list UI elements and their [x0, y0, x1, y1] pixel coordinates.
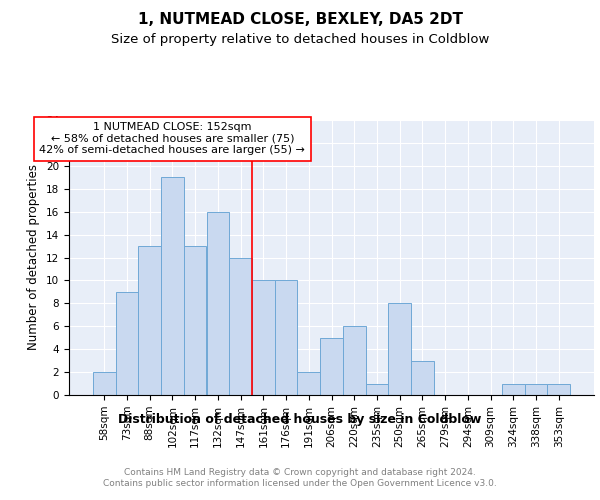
Bar — [116, 292, 139, 395]
Y-axis label: Number of detached properties: Number of detached properties — [28, 164, 40, 350]
Bar — [229, 258, 252, 395]
Bar — [388, 304, 411, 395]
Bar — [298, 372, 320, 395]
Bar — [320, 338, 343, 395]
Bar — [161, 178, 184, 395]
Bar — [93, 372, 116, 395]
Bar — [411, 360, 434, 395]
Bar — [343, 326, 365, 395]
Bar — [252, 280, 275, 395]
Bar — [184, 246, 206, 395]
Bar — [206, 212, 229, 395]
Text: 1, NUTMEAD CLOSE, BEXLEY, DA5 2DT: 1, NUTMEAD CLOSE, BEXLEY, DA5 2DT — [137, 12, 463, 28]
Text: Distribution of detached houses by size in Coldblow: Distribution of detached houses by size … — [118, 412, 482, 426]
Bar — [502, 384, 524, 395]
Text: 1 NUTMEAD CLOSE: 152sqm
← 58% of detached houses are smaller (75)
42% of semi-de: 1 NUTMEAD CLOSE: 152sqm ← 58% of detache… — [40, 122, 305, 156]
Text: Contains HM Land Registry data © Crown copyright and database right 2024.
Contai: Contains HM Land Registry data © Crown c… — [103, 468, 497, 487]
Bar — [365, 384, 388, 395]
Bar — [139, 246, 161, 395]
Bar — [275, 280, 298, 395]
Bar — [547, 384, 570, 395]
Text: Size of property relative to detached houses in Coldblow: Size of property relative to detached ho… — [111, 32, 489, 46]
Bar — [524, 384, 547, 395]
